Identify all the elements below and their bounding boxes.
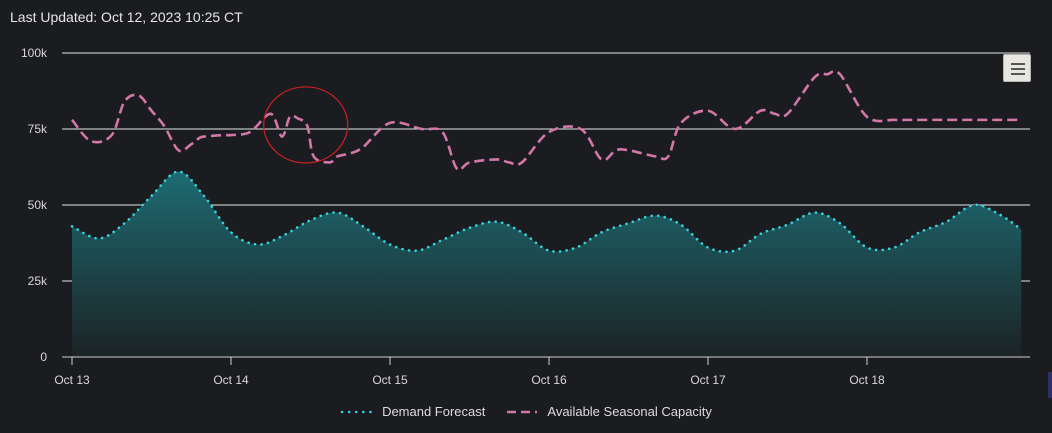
y-tick-label: 100k <box>21 46 48 60</box>
edge-scroll-marker <box>1048 372 1052 398</box>
x-tick-label: Oct 17 <box>690 373 726 387</box>
y-tick-label: 50k <box>28 198 48 212</box>
chart-legend: Demand Forecast Available Seasonal Capac… <box>0 404 1052 419</box>
annotation-layer <box>263 86 349 164</box>
x-tick-label: Oct 13 <box>54 373 90 387</box>
capacity-line <box>70 69 1022 172</box>
demand-series[interactable] <box>70 170 1023 254</box>
y-tick-label: 75k <box>28 122 48 136</box>
x-tick-label: Oct 14 <box>213 373 249 387</box>
capacity-series[interactable] <box>70 69 1022 172</box>
x-tick-label: Oct 18 <box>849 373 885 387</box>
last-updated-label: Last Updated: Oct 12, 2023 10:25 CT <box>10 9 243 25</box>
hamburger-menu-icon <box>1011 63 1025 65</box>
x-tick-label: Oct 15 <box>372 373 408 387</box>
chart-menu-button[interactable] <box>1003 54 1031 82</box>
y-tick-label: 25k <box>28 274 48 288</box>
legend-item-demand[interactable]: Demand Forecast <box>340 404 485 419</box>
demand-area-fill <box>72 171 1022 357</box>
legend-label-capacity: Available Seasonal Capacity <box>547 404 712 419</box>
x-axis: Oct 13 Oct 14 Oct 15 Oct 16 Oct 17 Oct 18 <box>54 356 1030 387</box>
demand-area <box>72 171 1022 357</box>
dotted-line-icon <box>340 410 374 413</box>
annotation-circle <box>263 86 349 164</box>
x-tick-label: Oct 16 <box>531 373 567 387</box>
y-axis-labels: 0 25k 50k 75k 100k <box>21 46 48 364</box>
y-tick-label: 0 <box>40 350 47 364</box>
dashed-line-icon <box>507 410 538 413</box>
legend-item-capacity[interactable]: Available Seasonal Capacity <box>505 404 712 419</box>
legend-label-demand: Demand Forecast <box>382 404 486 419</box>
